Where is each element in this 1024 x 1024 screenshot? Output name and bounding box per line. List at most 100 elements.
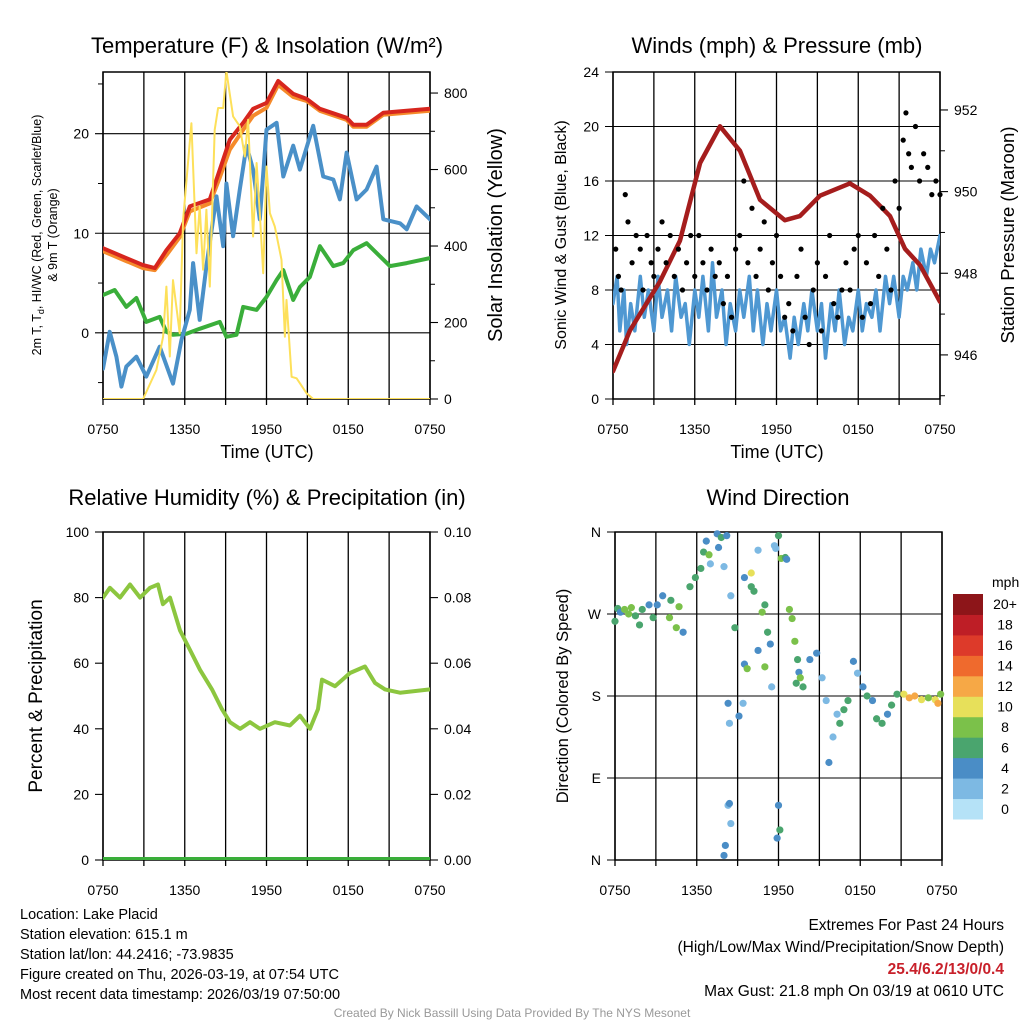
- credit-footer: Created By Nick Bassill Using Data Provi…: [333, 1006, 691, 1020]
- wind-gust-point: [704, 287, 710, 293]
- wind-direction-point: [754, 646, 762, 655]
- temp-y-axis-label: 2m T, Td, HI/WC (Red, Green, Scarlet/Blu…: [30, 115, 46, 356]
- wind-gust-point: [906, 151, 912, 157]
- wind-direction-point: [635, 621, 644, 629]
- wind-y-axis-label: Sonic Wind & Gust (Blue, Black): [553, 120, 570, 349]
- rh-series-relative-humidity: [103, 582, 430, 731]
- wind-direction-point: [625, 610, 633, 618]
- colorbar-swatch: [953, 614, 983, 636]
- wind-direction-point: [720, 563, 728, 571]
- wind-gust-point: [615, 273, 622, 279]
- wind-direction-point: [611, 617, 619, 625]
- wind-gust-point: [733, 246, 739, 252]
- temp-y2-tick-label: 600: [444, 162, 468, 178]
- wind-gust-point: [745, 260, 751, 266]
- wind-gust-point: [633, 232, 639, 239]
- wind-gust-point: [777, 273, 784, 279]
- wind-direction-point: [743, 665, 751, 673]
- wind-gust-point: [916, 178, 923, 184]
- wdir-x-tick-label: 0150: [845, 882, 876, 898]
- colorbar-swatch: [953, 634, 983, 656]
- colorbar-swatch: [953, 696, 983, 718]
- wind-gust-point: [863, 260, 870, 266]
- colorbar-label: 20+: [993, 596, 1017, 612]
- wind-y2-tick-label: 948: [954, 265, 978, 281]
- wind-direction-point: [725, 799, 734, 808]
- colorbar-label: 8: [1001, 719, 1009, 735]
- wind-direction-point: [853, 669, 862, 677]
- wdir-y-tick-label: W: [588, 606, 602, 622]
- wind-direction-point: [825, 758, 833, 767]
- wind-gust-point: [712, 273, 718, 279]
- wind-direction-point: [727, 819, 735, 828]
- wind-gust-point: [622, 192, 628, 198]
- wind-gust-point: [640, 287, 646, 293]
- wind-direction-point: [776, 826, 784, 834]
- location-text: Location: Lake Placid: [20, 907, 158, 923]
- colorbar-swatch: [953, 716, 983, 738]
- wind-direction-point: [758, 608, 766, 616]
- wind-gust-point: [679, 287, 686, 293]
- wind-gust-point: [728, 314, 735, 320]
- wind-y-tick-label: 20: [583, 119, 599, 135]
- wind-direction-point: [723, 532, 731, 540]
- rh-x-tick-label: 1350: [169, 882, 200, 898]
- colorbar-label: 2: [1001, 780, 1009, 796]
- wind-x-tick-label: 0750: [597, 421, 628, 437]
- wind-direction-point: [679, 628, 687, 636]
- wdir-y-axis-label: Direction (Colored By Speed): [554, 589, 572, 804]
- wind-gust-point: [900, 137, 906, 143]
- wind-gust-point: [644, 232, 650, 239]
- colorbar-label: 18: [997, 617, 1013, 633]
- wind-x-axis-label: Time (UTC): [730, 442, 823, 462]
- rh-y-tick-label: 60: [73, 655, 89, 671]
- wind-direction-point: [638, 605, 646, 614]
- wind-direction-point: [686, 583, 694, 591]
- wind-gust-point: [872, 232, 878, 239]
- wind-direction-point: [754, 546, 762, 554]
- temp-x-tick-label: 0750: [414, 421, 445, 437]
- wind-y-tick-label: 0: [591, 391, 599, 407]
- wind-direction-point: [699, 548, 708, 556]
- figure-created-text: Figure created on Thu, 2026-03-19, at 07…: [20, 967, 339, 983]
- rh-x-tick-label: 0150: [333, 882, 364, 898]
- temp-x-tick-label: 0150: [333, 421, 364, 437]
- latlon-text: Station lat/lon: 44.2416; -73.9835: [20, 947, 234, 963]
- wind-x-tick-label: 1950: [761, 421, 792, 437]
- wind-gust-point: [625, 219, 631, 225]
- wind-direction-point: [783, 555, 791, 563]
- wdir-y-tick-label: N: [591, 524, 601, 540]
- wind-direction-point: [806, 655, 814, 664]
- wind-direction-point: [672, 624, 680, 632]
- wind-gust-point: [867, 301, 874, 307]
- rh-y2-tick-label: 0.08: [444, 590, 471, 606]
- wind-gust-point: [847, 287, 853, 293]
- temp-x-tick-label: 0750: [87, 421, 118, 437]
- wind-direction-point: [836, 719, 844, 727]
- wind-direction-point: [721, 841, 729, 850]
- wind-gust-point: [749, 205, 755, 211]
- wind-gust-point: [802, 314, 808, 320]
- wind-gust-point: [786, 301, 792, 307]
- wind-chart-title: Winds (mph) & Pressure (mb): [632, 33, 923, 58]
- temp-series-dew-point: [103, 241, 430, 339]
- wdir-chart-title: Wind Direction: [706, 485, 849, 510]
- wind-gust-point: [659, 219, 665, 225]
- colorbar-title: mph: [992, 574, 1019, 590]
- extremes-title: Extremes For Past 24 Hours: [808, 917, 1004, 934]
- wind-gust-point: [782, 314, 788, 320]
- wind-gust-point: [651, 273, 657, 279]
- wind-gust-point: [835, 314, 841, 320]
- wind-direction-point: [727, 592, 735, 600]
- temp-x-axis-label: Time (UTC): [220, 442, 313, 462]
- wind-direction-point: [761, 601, 769, 609]
- temp-y-axis-label-line2: & 9m T (Orange): [46, 188, 60, 281]
- wdir-x-tick-label: 1950: [763, 882, 794, 898]
- wind-gust-point: [880, 205, 886, 211]
- wind-gust-point: [903, 110, 909, 116]
- colorbar-swatch: [953, 798, 983, 820]
- wind-direction-point: [761, 663, 769, 671]
- wind-direction-point: [796, 674, 804, 682]
